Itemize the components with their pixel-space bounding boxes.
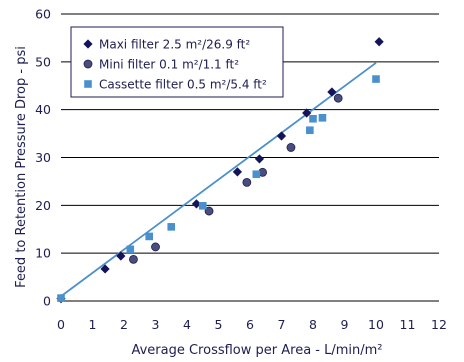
data-point-square [252, 170, 261, 179]
data-point-square [318, 113, 327, 122]
legend-label: Maxi filter 2.5 m²/26.9 ft² [99, 38, 250, 52]
x-tick-label: 5 [215, 317, 223, 332]
data-point-circle [129, 254, 138, 264]
data-point-diamond [327, 87, 337, 97]
x-tick-label: 10 [368, 317, 384, 332]
x-tick-label: 0 [57, 317, 65, 332]
data-point-diamond [100, 264, 110, 274]
x-tick-label: 7 [278, 317, 286, 332]
x-tick-label: 4 [183, 317, 191, 332]
x-tick-label: 12 [431, 317, 447, 332]
x-axis-title: Average Crossflow per Area - L/min/m² [131, 343, 382, 358]
trendline-layer [60, 62, 377, 297]
data-points [56, 37, 384, 304]
y-tick-label: 10 [35, 246, 51, 261]
data-point-square [309, 114, 317, 123]
data-point-circle [204, 206, 214, 216]
y-tick-label: 60 [35, 7, 51, 22]
y-tick-label: 20 [35, 198, 51, 213]
x-tick-labels: 0 1 2 3 4 5 6 7 8 9 10 11 12 [57, 317, 447, 332]
data-point-square [306, 126, 314, 135]
legend-marker-square [84, 80, 92, 88]
trendline [60, 62, 377, 297]
data-point-diamond [232, 167, 242, 177]
data-point-diamond [254, 154, 265, 164]
y-tick-label: 30 [35, 150, 51, 165]
y-axis-title: Feed to Retention Pressure Drop - psi [14, 46, 29, 288]
legend-marker-diamond [83, 39, 93, 49]
data-point-diamond [191, 199, 202, 209]
data-point-circle [333, 93, 343, 103]
data-point-square [167, 223, 176, 231]
legend-box [70, 26, 284, 98]
y-tick-labels: 0 10 20 30 40 50 60 [35, 7, 51, 309]
data-point-diamond [116, 251, 126, 261]
x-tick-label: 9 [341, 317, 349, 332]
y-tick-label: 40 [35, 102, 51, 117]
legend-marker-circle [83, 59, 93, 69]
data-point-diamond [276, 131, 287, 141]
data-point-square [372, 75, 380, 83]
x-tick-label: 11 [400, 317, 416, 332]
legend-label: Cassette filter 0.5 m²/5.4 ft² [99, 78, 267, 92]
data-point-square [145, 232, 153, 241]
data-point-square [57, 294, 65, 302]
data-point-circle [151, 242, 160, 252]
data-point-square [198, 202, 207, 210]
data-point-diamond [374, 37, 384, 47]
x-tick-label: 2 [120, 317, 128, 332]
x-tick-label: 1 [89, 317, 97, 332]
legend: Maxi filter 2.5 m²/26.9 ft² Mini filter 0… [70, 26, 284, 98]
data-point-circle [242, 177, 252, 187]
data-point-diamond [302, 108, 312, 118]
y-tick-label: 50 [35, 54, 51, 69]
legend-label: Mini filter 0.1 m²/1.1 ft² [99, 58, 239, 72]
data-point-circle [286, 143, 296, 152]
x-tick-label: 6 [246, 317, 254, 332]
data-point-square [126, 245, 135, 254]
x-tick-label: 3 [152, 317, 160, 332]
y-tick-label: 0 [43, 294, 51, 309]
x-tick-label: 8 [309, 317, 317, 332]
